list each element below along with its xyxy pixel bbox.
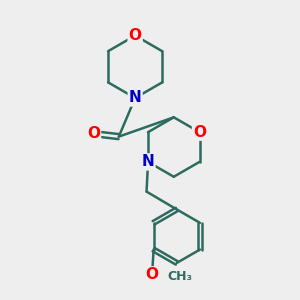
Text: N: N — [142, 154, 154, 169]
Text: O: O — [129, 28, 142, 43]
Text: O: O — [193, 125, 206, 140]
Text: N: N — [129, 91, 142, 106]
Text: CH₃: CH₃ — [167, 270, 192, 283]
Text: O: O — [146, 267, 159, 282]
Text: O: O — [87, 126, 100, 141]
